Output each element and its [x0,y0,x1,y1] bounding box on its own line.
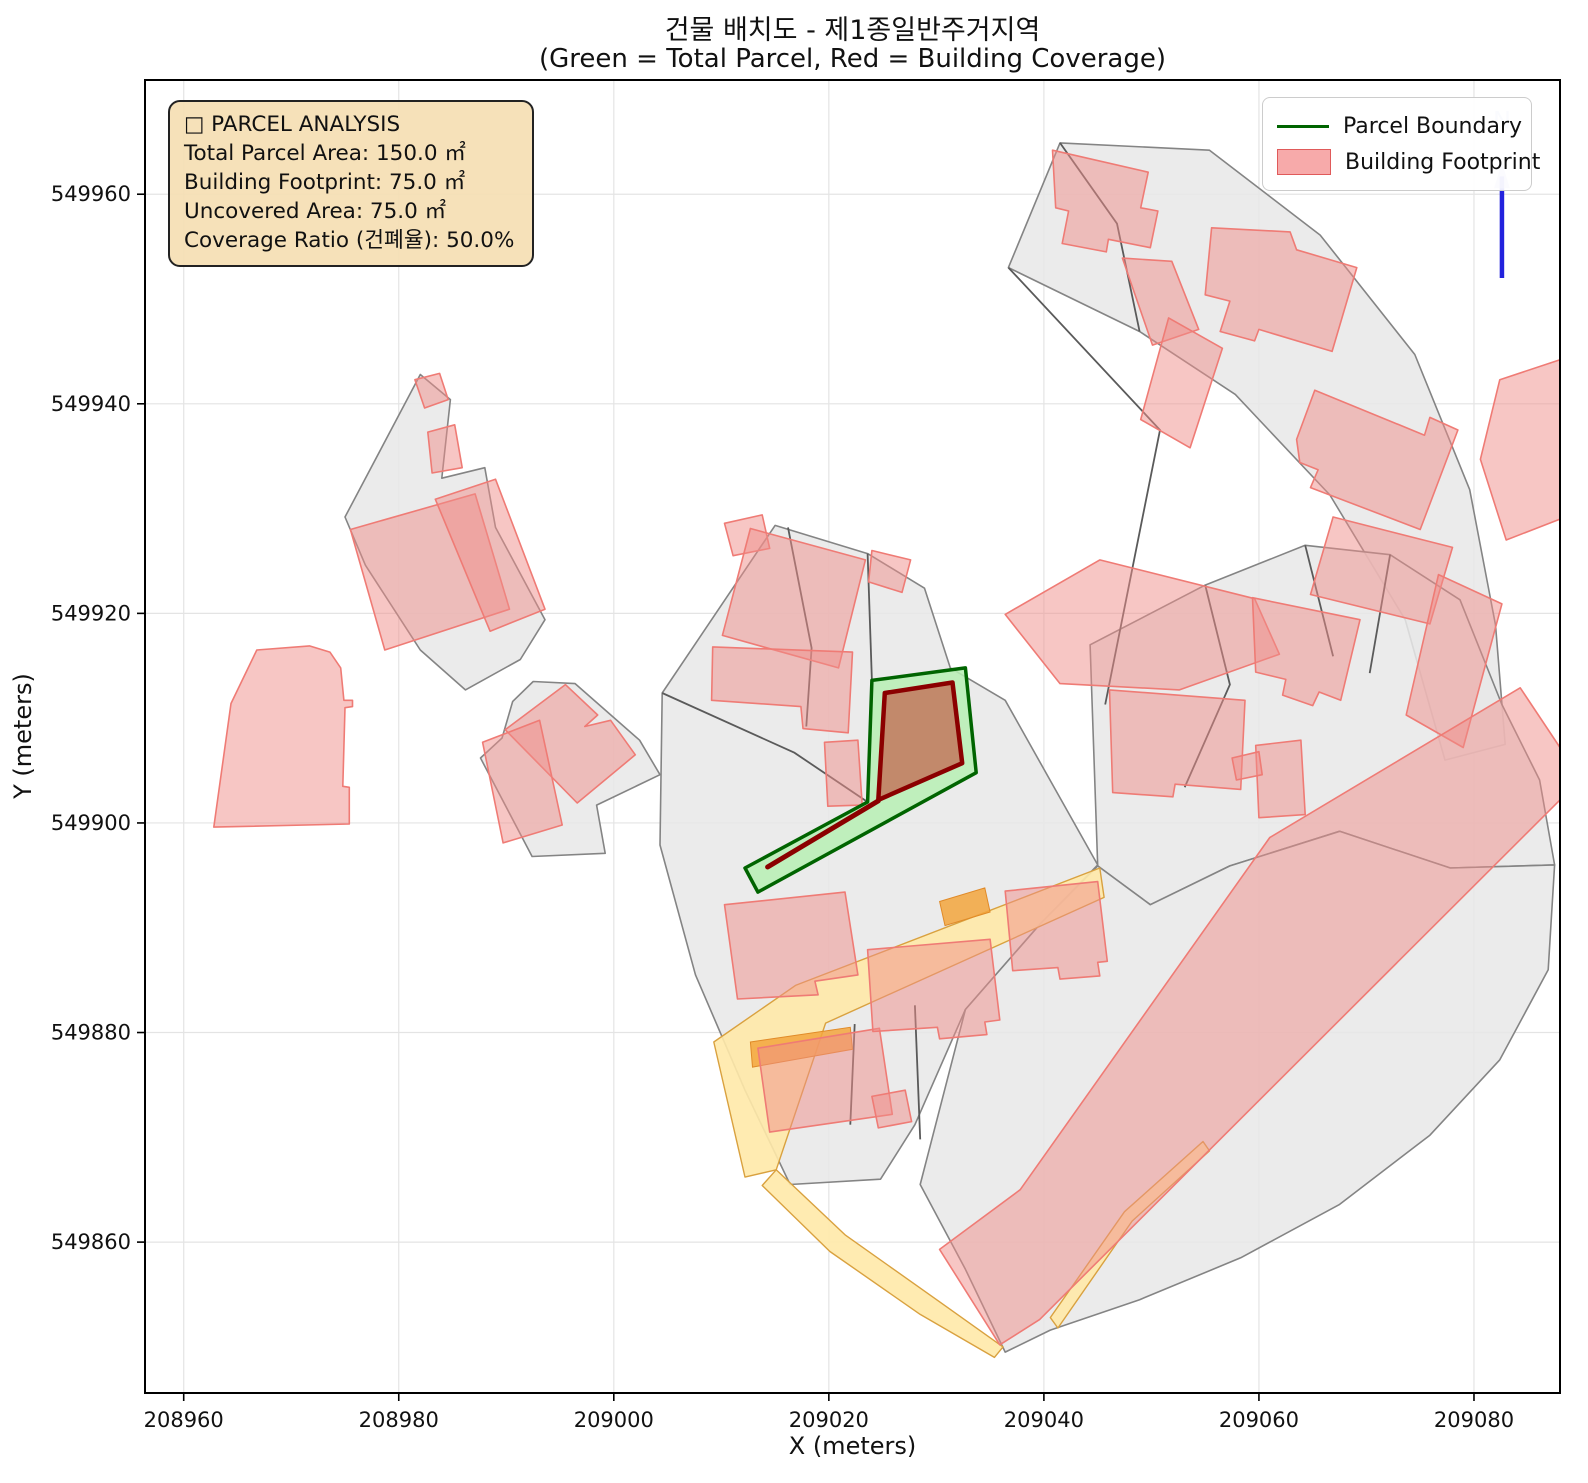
info-total-parcel-area: Total Parcel Area: 150.0 ㎡ [184,141,466,166]
building-polygon [710,646,854,734]
info-building-footprint: Building Footprint: 75.0 ㎡ [184,170,466,195]
building-polygon [414,372,450,409]
info-box-title: □ PARCEL ANALYSIS [184,112,401,137]
y-tick-label: 549960 [51,182,131,206]
road-accent-polygon [939,887,991,927]
building-polygon [1254,739,1306,819]
building-polygon [938,686,1561,1346]
info-uncovered-area: Uncovered Area: 75.0 ㎡ [184,199,447,224]
y-tick-label: 549880 [51,1021,131,1045]
parcel-boundary-swatch-icon [1277,124,1329,128]
x-tick-label: 209060 [1219,1408,1299,1432]
x-tick-label: 209020 [789,1408,869,1432]
parcel-boundary-line [866,553,873,681]
building-polygon [481,719,564,844]
x-tick-label: 209080 [1434,1408,1514,1432]
info-coverage-ratio: Coverage Ratio (건폐율): 50.0% [184,228,515,253]
building-polygon [1479,358,1561,541]
legend-label-parcel-boundary: Parcel Boundary [1343,113,1523,139]
building-polygon [434,478,546,633]
x-tick-label: 208980 [359,1408,439,1432]
building-polygon [1108,689,1246,798]
building-polygon [823,739,864,808]
legend-row-parcel-boundary: Parcel Boundary [1277,108,1522,144]
road-polygon [761,1169,1004,1359]
legend-label-building-footprint: Building Footprint [1345,149,1541,175]
building-polygon [871,1089,913,1129]
highlight-building-polygon [876,680,965,803]
x-axis-label: X (meters) [788,1432,917,1460]
legend: Parcel Boundary Building Footprint [1262,97,1540,191]
building-polygon [426,423,464,474]
building-polygon [1139,317,1224,449]
y-tick-label: 549940 [51,392,131,416]
building-footprint-swatch-icon [1277,149,1331,175]
y-axis-label: Y (meters) [9,673,37,799]
building-polygon [1004,880,1109,980]
x-tick-label: 209040 [1004,1408,1084,1432]
y-tick-label: 549900 [51,811,131,835]
building-polygon [867,549,912,594]
y-tick-label: 549860 [51,1230,131,1254]
building-polygon [866,938,1001,1040]
x-tick-label: 209000 [574,1408,654,1432]
y-tick-label: 549920 [51,601,131,625]
building-polygon [213,645,354,828]
highlight-building-spur [765,798,881,870]
building-polygon [1295,389,1459,531]
building-polygon [1051,149,1159,253]
page-subtitle: (Green = Total Parcel, Red = Building Co… [539,44,1166,74]
building-polygon [1204,227,1358,353]
legend-row-building-footprint: Building Footprint [1277,144,1540,180]
page-title: 건물 배치도 - 제1종일반주거지역 [664,15,1041,46]
building-polygon [1231,750,1263,781]
building-polygon [723,891,859,1000]
building-polygon [1251,596,1361,707]
x-tick-label: 208960 [144,1408,224,1432]
plot-frame [144,79,1561,1394]
parcel-analysis-box: □ PARCEL ANALYSIS Total Parcel Area: 150… [168,100,534,267]
